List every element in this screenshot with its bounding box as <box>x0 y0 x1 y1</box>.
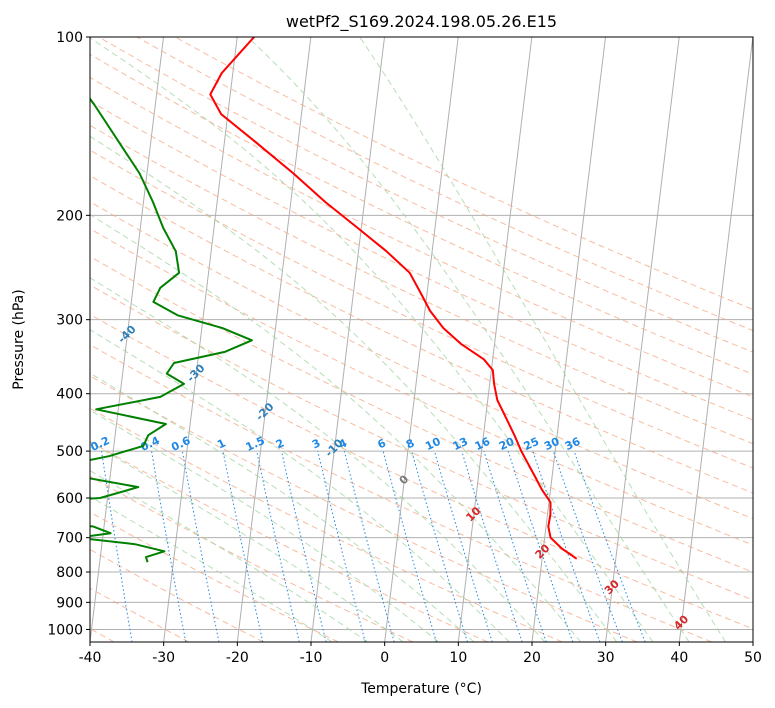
y-tick-label: 700 <box>56 531 83 547</box>
x-tick-label: 0 <box>380 650 389 666</box>
mixing-ratio-label: 30 <box>542 435 562 453</box>
dry-adiabat-line <box>90 228 753 546</box>
mixing-ratio-line <box>343 450 395 642</box>
moist-adiabat-line <box>90 470 368 642</box>
moist-adiabat-line <box>90 372 475 642</box>
mixing-ratio-line <box>317 450 366 642</box>
isotherm-line <box>678 37 753 642</box>
dry-adiabat-line <box>90 313 753 630</box>
isotherm-gridlines <box>90 37 753 642</box>
moist-adiabat-line <box>90 213 582 642</box>
moist-adiabat-line <box>90 329 510 642</box>
temperature-profile <box>209 37 578 560</box>
dewpoint-profile <box>90 97 253 563</box>
mixing-ratio-line <box>507 450 574 642</box>
y-axis-label: Pressure (hPa) <box>11 289 27 389</box>
isotherm-line <box>236 37 312 642</box>
x-tick-label: 10 <box>449 650 467 666</box>
mixing-ratio-line <box>434 450 493 642</box>
mixing-ratio-line <box>411 450 468 642</box>
dry-adiabat-line <box>90 548 264 642</box>
y-tick-label: 1000 <box>47 622 83 638</box>
dry-adiabat-line <box>90 76 753 398</box>
chart-title: wetPf2_S169.2024.198.05.26.E15 <box>286 12 557 32</box>
moist-adiabat-line <box>90 441 404 642</box>
mixing-ratio-label: 13 <box>451 435 470 453</box>
dry-adiabat-line <box>90 407 563 642</box>
dry-adiabat-line <box>90 124 753 445</box>
isotherm-line <box>605 37 680 642</box>
dry-adiabat-line <box>90 475 414 642</box>
x-tick-label: 30 <box>597 650 615 666</box>
x-tick-label: 40 <box>670 650 688 666</box>
moist-adiabat-line <box>90 37 654 642</box>
x-tick-label: -30 <box>152 650 175 666</box>
y-tick-label: 200 <box>56 208 83 224</box>
dry-adiabat-line <box>90 149 753 469</box>
mixing-ratio-line <box>532 450 601 642</box>
y-tick-label: 900 <box>56 595 83 611</box>
y-tick-label: 400 <box>56 387 83 403</box>
mixing-ratio-label: 20 <box>497 435 517 453</box>
mixing-ratio-label: 36 <box>563 435 583 453</box>
isotherm-line <box>457 37 533 642</box>
isotherm-line <box>384 37 459 642</box>
x-tick-label: -10 <box>300 650 323 666</box>
x-tick-label: 20 <box>523 650 541 666</box>
y-tick-label: 100 <box>56 30 83 46</box>
isotherm-line <box>531 37 607 642</box>
dry-adiabat-line <box>90 284 753 601</box>
mixing-ratio-line <box>483 450 547 642</box>
isotherm-line <box>310 37 386 642</box>
dry-adiabat-line <box>90 201 753 520</box>
moist-adiabat-line <box>359 37 727 642</box>
y-tick-label: 500 <box>56 444 83 460</box>
mixing-ratio-line <box>181 451 220 642</box>
mixing-ratio-label: 25 <box>522 435 541 453</box>
y-tick-label: 800 <box>56 565 83 581</box>
mixing-ratio-line <box>552 450 623 642</box>
mixing-ratio-line <box>461 450 523 642</box>
x-axis-label: Temperature (°C) <box>360 681 482 697</box>
mixing-ratio-line <box>573 450 646 642</box>
mixing-ratio-line <box>281 450 327 642</box>
y-axis-ticks: 1000 900 800 700 600 500 400 300 200 100 <box>47 30 90 638</box>
mixing-ratio-label: 16 <box>473 435 493 453</box>
mixing-ratio-label: 10 <box>423 435 443 453</box>
dry-adiabat-line <box>136 37 753 332</box>
dry-adiabat-line <box>90 441 488 642</box>
mixing-ratio-line <box>382 450 437 642</box>
dry-adiabats <box>90 37 753 642</box>
sounding-profiles <box>90 37 578 563</box>
y-tick-label: 300 <box>56 313 83 329</box>
x-tick-label: -40 <box>79 650 102 666</box>
plot-frame <box>89 36 754 643</box>
moist-adiabats <box>90 37 727 642</box>
mixing-ratio-line <box>222 451 264 642</box>
dry-adiabat-line <box>90 255 753 573</box>
x-tick-label: -20 <box>226 650 249 666</box>
x-axis-ticks: -40 -30 -20 -10 0 10 20 30 40 50 <box>79 642 762 666</box>
dry-adiabat-line <box>174 37 753 311</box>
isotherm-line <box>163 37 238 642</box>
dry-adiabat-line <box>90 375 638 642</box>
dry-adiabat-line <box>90 53 753 375</box>
dry-adiabat-line <box>90 344 712 642</box>
mixing-ratio-line <box>256 451 300 642</box>
x-tick-label: 50 <box>744 650 762 666</box>
y-tick-label: 600 <box>56 491 83 507</box>
dry-adiabat-line <box>90 511 339 642</box>
moist-adiabat-line <box>247 37 690 642</box>
